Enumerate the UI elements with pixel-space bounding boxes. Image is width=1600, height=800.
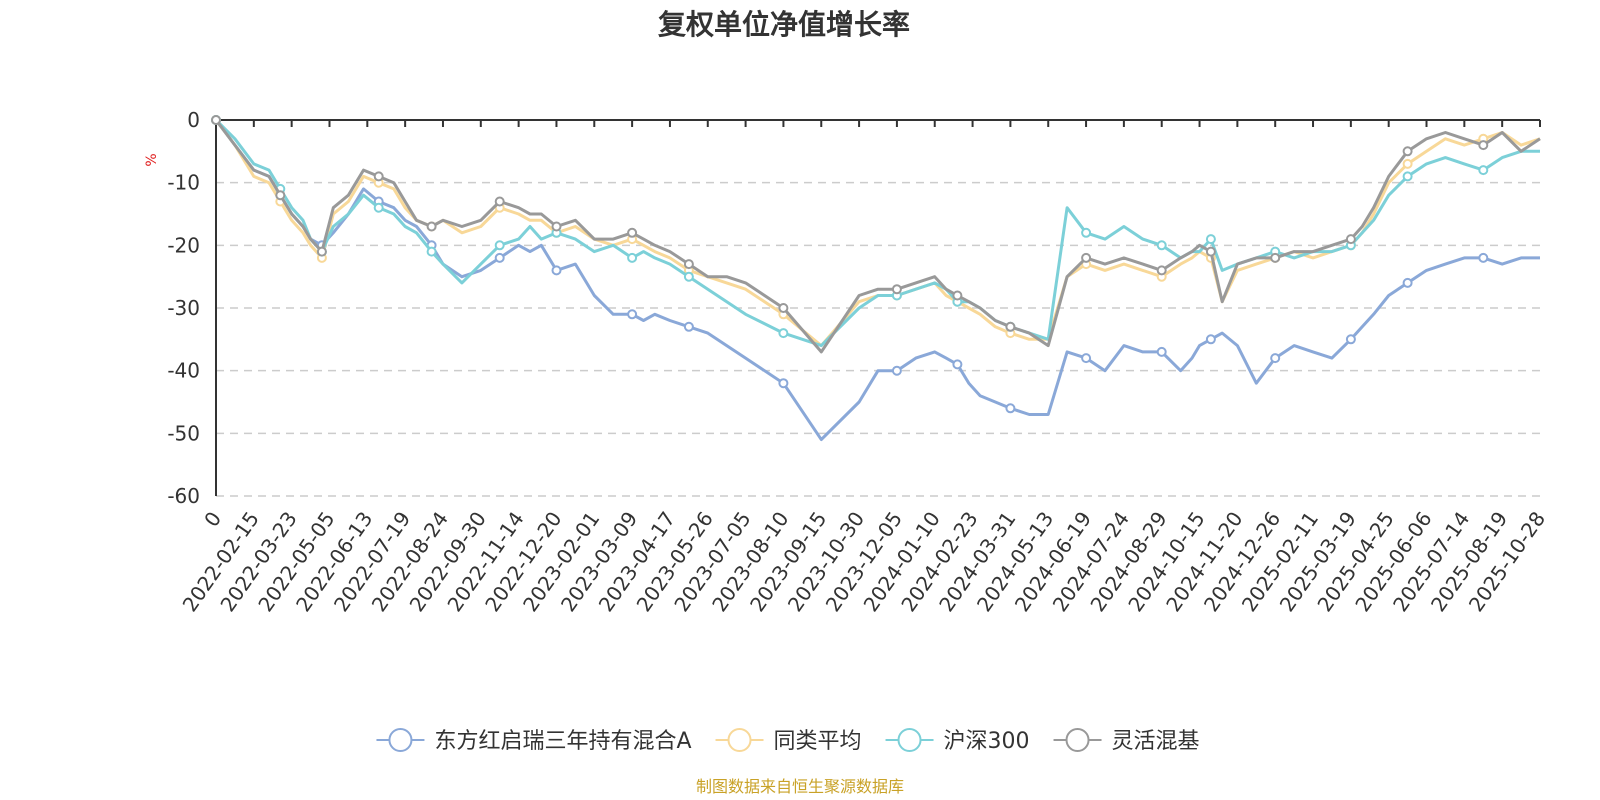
legend-marker-icon [1065, 728, 1090, 752]
source-note: 制图数据来自恒生聚源数据库 [696, 777, 904, 796]
data-point [627, 227, 638, 238]
data-point [275, 190, 286, 201]
series-line [214, 118, 1540, 348]
data-point [211, 115, 221, 125]
legend-item[interactable]: 沪深300 [885, 728, 1030, 754]
data-point [1156, 240, 1167, 251]
series-2 [211, 115, 1540, 348]
data-point [1005, 321, 1016, 332]
data-point [373, 171, 384, 182]
series-line [214, 119, 1540, 442]
data-point [627, 252, 638, 263]
data-point [551, 221, 562, 232]
series-line [214, 119, 1541, 354]
data-point [316, 246, 327, 257]
data-point [1478, 252, 1489, 263]
data-point [1081, 227, 1092, 238]
data-point [1270, 353, 1281, 364]
series-3 [211, 115, 1541, 354]
data-point [952, 290, 963, 301]
data-point [1081, 252, 1092, 263]
data-point [778, 328, 789, 339]
legend-marker-icon [388, 728, 413, 752]
data-point [1156, 346, 1167, 357]
legend-item[interactable]: 东方红启瑞三年持有混合A [376, 728, 692, 754]
data-point [426, 246, 437, 257]
data-point [683, 271, 694, 282]
legend-item[interactable]: 同类平均 [715, 728, 862, 754]
legend-item[interactable]: 灵活混基 [1053, 728, 1200, 754]
legend-label: 沪深300 [944, 729, 1030, 754]
data-point [683, 259, 694, 270]
data-point [1081, 353, 1092, 364]
y-tick-label: -10 [167, 171, 200, 195]
data-point [1205, 246, 1216, 257]
data-point [551, 265, 562, 276]
legend-marker-icon [727, 728, 752, 752]
x-tick-label: 0 [199, 507, 226, 531]
data-point [1005, 403, 1016, 414]
chart-title: 复权单位净值增长率 [658, 8, 910, 41]
y-tick-label: -60 [167, 484, 200, 508]
data-point [1205, 334, 1216, 345]
data-point [1402, 158, 1413, 169]
data-point [494, 196, 505, 207]
y-tick-label: -40 [167, 359, 200, 383]
data-point [627, 309, 638, 320]
data-point [1270, 252, 1281, 263]
series-lines [211, 115, 1541, 442]
y-tick-label: 0 [187, 108, 200, 132]
data-point [494, 240, 505, 251]
series-0 [211, 115, 1540, 442]
data-point [1345, 334, 1356, 345]
gridlines [216, 181, 1540, 497]
data-point [891, 365, 902, 376]
data-point [891, 284, 902, 295]
legend-label: 同类平均 [774, 729, 862, 754]
data-point [373, 202, 384, 213]
data-point [778, 378, 789, 389]
data-point [1156, 265, 1167, 276]
data-point [683, 321, 694, 332]
data-point [1205, 234, 1216, 245]
data-point [1402, 277, 1413, 288]
y-tick-label: -30 [167, 296, 200, 320]
data-point [1402, 146, 1413, 157]
legend-label: 灵活混基 [1112, 729, 1200, 754]
legend-label: 东方红启瑞三年持有混合A [434, 729, 691, 754]
data-point [952, 359, 963, 370]
legend[interactable]: 东方红启瑞三年持有混合A 同类平均 沪深300 灵活混基 [376, 728, 1200, 754]
data-point [494, 252, 505, 263]
y-tick-label: -50 [167, 421, 200, 445]
y-axis-unit-label: % [144, 153, 160, 166]
data-point [1402, 171, 1413, 182]
data-point [1478, 165, 1489, 176]
data-point [1345, 234, 1356, 245]
data-point [1478, 140, 1489, 151]
y-tick-label: -20 [167, 233, 200, 257]
data-point [426, 221, 437, 232]
data-point [778, 303, 789, 313]
legend-marker-icon [897, 728, 922, 752]
